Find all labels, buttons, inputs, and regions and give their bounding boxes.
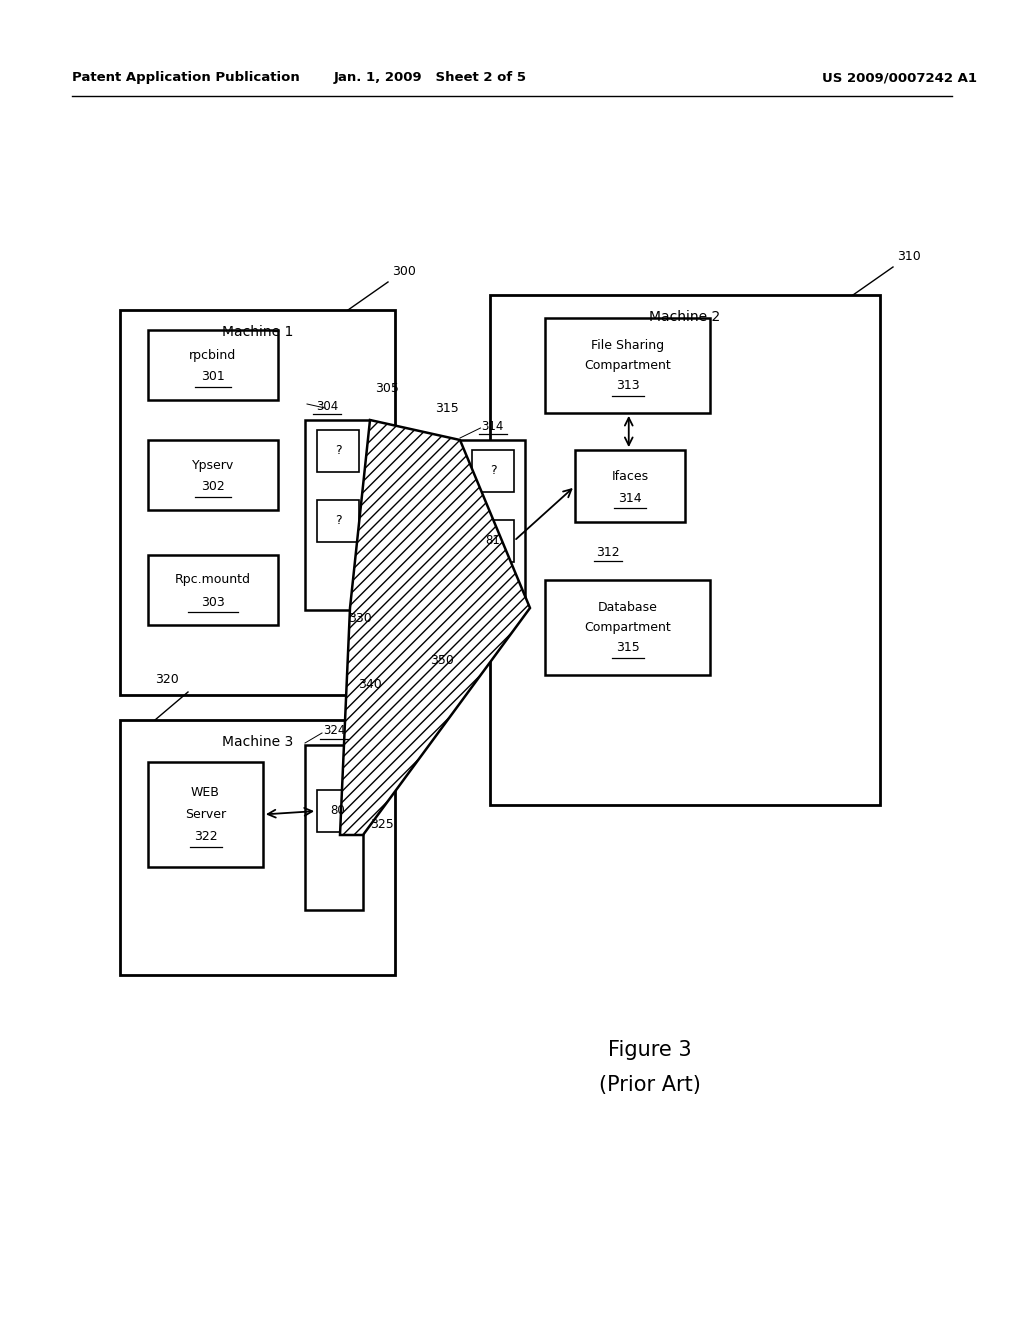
Text: 312: 312 (596, 545, 620, 558)
Bar (472, 520, 514, 562)
Text: Patent Application Publication: Patent Application Publication (72, 71, 300, 84)
Text: Server: Server (185, 808, 226, 821)
Text: 81: 81 (485, 535, 501, 548)
Polygon shape (340, 420, 530, 836)
Text: ?: ? (335, 445, 341, 458)
Text: 325: 325 (370, 818, 394, 832)
Bar (305, 420, 370, 610)
Text: Rpc.mountd: Rpc.mountd (175, 573, 251, 586)
Text: Compartment: Compartment (584, 620, 671, 634)
Text: 315: 315 (615, 642, 639, 653)
Text: 305: 305 (375, 381, 399, 395)
Text: US 2009/0007242 A1: US 2009/0007242 A1 (822, 71, 978, 84)
Bar (545, 318, 710, 413)
Text: 304: 304 (315, 400, 338, 412)
Bar (317, 789, 359, 832)
Text: Compartment: Compartment (584, 359, 671, 372)
Bar (148, 762, 263, 867)
Text: rpcbind: rpcbind (189, 348, 237, 362)
Bar (305, 744, 362, 909)
Text: Figure 3: Figure 3 (608, 1040, 692, 1060)
Bar (148, 330, 278, 400)
Bar (490, 294, 880, 805)
Text: File Sharing: File Sharing (591, 339, 664, 352)
Bar (148, 440, 278, 510)
Text: 314: 314 (481, 420, 504, 433)
Text: Jan. 1, 2009   Sheet 2 of 5: Jan. 1, 2009 Sheet 2 of 5 (334, 71, 526, 84)
Text: 300: 300 (392, 265, 416, 279)
Bar (148, 554, 278, 624)
Text: Machine 1: Machine 1 (222, 325, 293, 339)
Text: Ypserv: Ypserv (191, 458, 234, 471)
Text: 315: 315 (435, 401, 459, 414)
Bar (120, 310, 395, 696)
Text: 303: 303 (201, 595, 225, 609)
Text: ?: ? (489, 465, 497, 478)
Text: Machine 2: Machine 2 (649, 310, 721, 323)
Text: 350: 350 (430, 653, 454, 667)
Text: 80: 80 (331, 804, 345, 817)
Text: Database: Database (598, 601, 657, 614)
Bar (317, 430, 359, 473)
Bar (460, 440, 525, 605)
Text: 322: 322 (194, 830, 217, 843)
Bar (120, 719, 395, 975)
Text: (Prior Art): (Prior Art) (599, 1074, 701, 1096)
Text: 302: 302 (201, 480, 225, 494)
Text: 301: 301 (201, 371, 225, 384)
Text: 310: 310 (897, 249, 921, 263)
Text: 340: 340 (358, 678, 382, 692)
Text: 314: 314 (618, 491, 642, 504)
Bar (317, 500, 359, 543)
Text: Ifaces: Ifaces (611, 470, 648, 483)
Text: 320: 320 (155, 673, 179, 686)
Bar (545, 579, 710, 675)
Text: 330: 330 (348, 611, 372, 624)
Text: WEB: WEB (191, 785, 220, 799)
Text: 313: 313 (615, 379, 639, 392)
Text: ?: ? (335, 515, 341, 528)
Bar (472, 450, 514, 492)
Bar (575, 450, 685, 521)
Text: Machine 3: Machine 3 (222, 735, 293, 748)
Text: 324: 324 (323, 725, 345, 738)
